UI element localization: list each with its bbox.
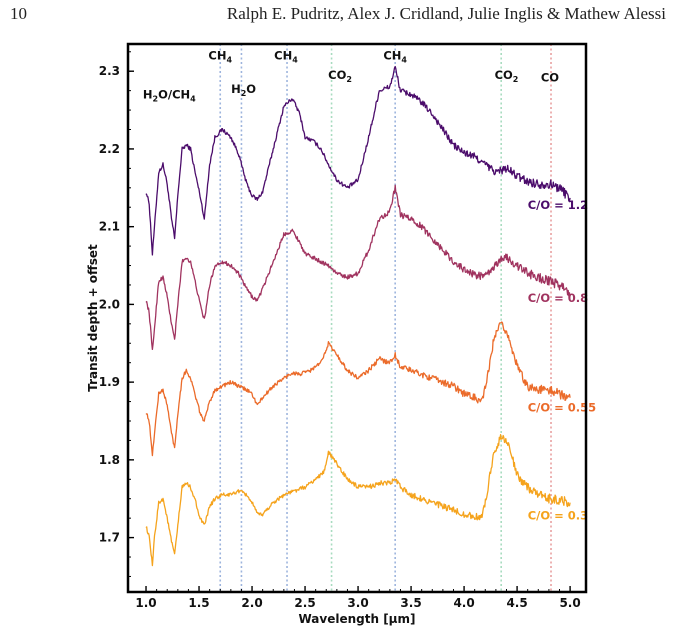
molecule-label-0: H2O/CH4	[143, 87, 196, 103]
y-tick-label-2: 1.9	[99, 375, 120, 389]
x-tick-label-2: 2.0	[241, 596, 262, 610]
y-tick-label-3: 2.0	[99, 297, 120, 311]
molecule-label-1: CH4	[208, 49, 232, 65]
x-tick-label-8: 5.0	[559, 596, 580, 610]
x-axis-label: Wavelength [μm]	[298, 612, 415, 626]
series-line-3	[145, 434, 571, 567]
page-number: 10	[10, 4, 27, 23]
y-tick-label-6: 2.3	[99, 64, 120, 78]
x-tick-label-1: 1.5	[188, 596, 209, 610]
running-head-authors: Ralph E. Pudritz, Alex J. Cridland, Juli…	[226, 4, 666, 23]
series-line-0	[145, 65, 571, 256]
molecule-label-3: CH4	[274, 49, 298, 65]
y-axis-label: Transit depth + offset	[86, 244, 100, 392]
series-label-0: C/O = 1.2	[528, 198, 588, 212]
molecule-label-7: CO	[541, 70, 559, 84]
molecule-label-4: CO2	[328, 68, 352, 84]
series-label-1: C/O = 0.8	[528, 291, 588, 305]
plot-frame	[126, 42, 588, 594]
series-label-3: C/O = 0.3	[528, 509, 588, 523]
series-line-2	[145, 321, 571, 457]
series-line-1	[145, 184, 571, 351]
y-tick-label-4: 2.1	[99, 220, 120, 234]
x-tick-label-6: 4.0	[453, 596, 474, 610]
series-label-2: C/O = 0.55	[528, 401, 596, 415]
x-tick-label-5: 3.5	[400, 596, 421, 610]
molecule-label-2: H2O	[231, 82, 256, 98]
x-tick-label-7: 4.5	[506, 596, 527, 610]
y-tick-label-5: 2.2	[99, 142, 120, 156]
x-tick-label-4: 3.0	[347, 596, 368, 610]
y-tick-label-1: 1.8	[99, 453, 120, 467]
molecule-label-6: CO2	[495, 68, 519, 84]
molecule-label-5: CH4	[383, 49, 407, 65]
x-tick-label-0: 1.0	[135, 596, 156, 610]
y-tick-label-0: 1.7	[99, 531, 120, 545]
x-tick-label-3: 2.5	[294, 596, 315, 610]
